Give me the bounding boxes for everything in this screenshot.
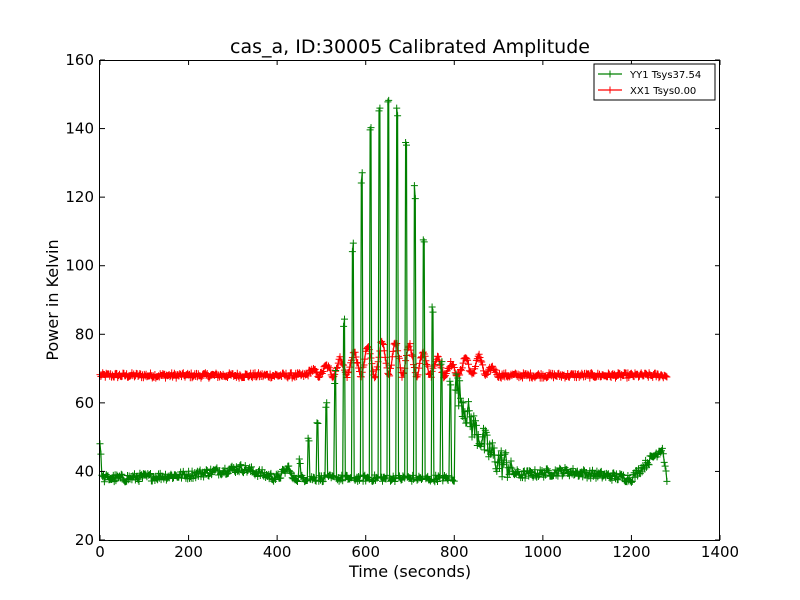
y-tick-label: 80 (75, 325, 94, 343)
y-tick-label: 20 (75, 531, 94, 549)
y-tick-label: 120 (65, 188, 94, 206)
x-tick-label: 600 (351, 543, 380, 561)
x-tick-label: 1400 (701, 543, 739, 561)
legend-box (593, 63, 716, 101)
axes-frame (99, 60, 720, 541)
x-axis-label: Time (seconds) (348, 562, 471, 581)
legend-swatch-marker (606, 70, 614, 78)
y-tick-label: 140 (65, 120, 94, 138)
legend-label: XX1 Tsys0.00 (630, 86, 696, 97)
x-tick-label: 800 (440, 543, 469, 561)
axis-ticks: 0 200 400 600 800 1000 1200 1400 20 40 60 80 100 120 1… (65, 51, 739, 561)
y-axis-label: Power in Kelvin (43, 239, 62, 360)
legend-swatch-marker (606, 86, 614, 94)
x-tick-label: 400 (263, 543, 292, 561)
x-tick-label: 1000 (524, 543, 562, 561)
x-tick-label: 0 (95, 543, 105, 561)
y-tick-label: 40 (75, 462, 94, 480)
y-tick-label: 160 (65, 51, 94, 69)
y-tick-label: 100 (65, 257, 94, 275)
x-tick-label: 200 (174, 543, 203, 561)
x-tick-label: 1200 (612, 543, 650, 561)
y-tick-label: 60 (75, 394, 94, 412)
legend-label: YY1 Tsys37.54 (629, 70, 701, 81)
series-0 (96, 96, 671, 486)
legend: YY1 Tsys37.54 XX1 Tsys0.00 (593, 63, 716, 101)
chart-title: cas_a, ID:30005 Calibrated Amplitude (230, 36, 590, 58)
plot-area (96, 96, 671, 486)
